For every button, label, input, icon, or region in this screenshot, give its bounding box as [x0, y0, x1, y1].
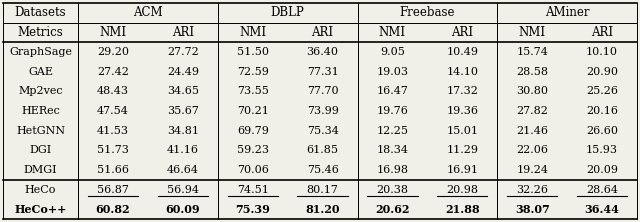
Text: 36.40: 36.40: [307, 47, 339, 57]
Text: 28.64: 28.64: [586, 184, 618, 194]
Text: 19.03: 19.03: [376, 67, 408, 77]
Text: GAE: GAE: [28, 67, 53, 77]
Text: 60.82: 60.82: [95, 204, 131, 215]
Text: Metrics: Metrics: [18, 26, 63, 39]
Text: HeCo++: HeCo++: [14, 204, 67, 215]
Text: 34.81: 34.81: [167, 126, 199, 136]
Text: 73.99: 73.99: [307, 106, 339, 116]
Text: 69.79: 69.79: [237, 126, 269, 136]
Text: 72.59: 72.59: [237, 67, 269, 77]
Text: 75.46: 75.46: [307, 165, 339, 175]
Text: 35.67: 35.67: [167, 106, 199, 116]
Text: 18.34: 18.34: [376, 145, 408, 155]
Text: 47.54: 47.54: [97, 106, 129, 116]
Text: 16.91: 16.91: [446, 165, 478, 175]
Text: 22.06: 22.06: [516, 145, 548, 155]
Text: 61.85: 61.85: [307, 145, 339, 155]
Text: 20.09: 20.09: [586, 165, 618, 175]
Text: 15.74: 15.74: [516, 47, 548, 57]
Text: GraphSage: GraphSage: [9, 47, 72, 57]
Text: 70.06: 70.06: [237, 165, 269, 175]
Text: 81.20: 81.20: [305, 204, 340, 215]
Text: 75.39: 75.39: [236, 204, 270, 215]
Text: 20.90: 20.90: [586, 67, 618, 77]
Text: 59.23: 59.23: [237, 145, 269, 155]
Text: HeCo: HeCo: [25, 184, 56, 194]
Text: 27.72: 27.72: [167, 47, 198, 57]
Text: 48.43: 48.43: [97, 86, 129, 96]
Text: 16.47: 16.47: [376, 86, 408, 96]
Text: 20.38: 20.38: [376, 184, 408, 194]
Text: 21.46: 21.46: [516, 126, 548, 136]
Text: 56.94: 56.94: [167, 184, 199, 194]
Text: 19.76: 19.76: [376, 106, 408, 116]
Text: 80.17: 80.17: [307, 184, 339, 194]
Text: 34.65: 34.65: [167, 86, 199, 96]
Text: DMGI: DMGI: [24, 165, 58, 175]
Text: AMiner: AMiner: [545, 6, 589, 19]
Text: ARI: ARI: [451, 26, 474, 39]
Text: 74.51: 74.51: [237, 184, 269, 194]
Text: 19.24: 19.24: [516, 165, 548, 175]
Text: 38.07: 38.07: [515, 204, 550, 215]
Text: 32.26: 32.26: [516, 184, 548, 194]
Text: 41.16: 41.16: [167, 145, 199, 155]
Text: DGI: DGI: [29, 145, 52, 155]
Text: 73.55: 73.55: [237, 86, 269, 96]
Text: DBLP: DBLP: [271, 6, 305, 19]
Text: ACM: ACM: [133, 6, 163, 19]
Text: 60.09: 60.09: [166, 204, 200, 215]
Text: 10.10: 10.10: [586, 47, 618, 57]
Text: NMI: NMI: [518, 26, 546, 39]
Text: 51.66: 51.66: [97, 165, 129, 175]
Text: 24.49: 24.49: [167, 67, 199, 77]
Text: NMI: NMI: [239, 26, 266, 39]
Text: Datasets: Datasets: [15, 6, 67, 19]
Text: 29.20: 29.20: [97, 47, 129, 57]
Text: 27.82: 27.82: [516, 106, 548, 116]
Text: HERec: HERec: [21, 106, 60, 116]
Text: 46.64: 46.64: [167, 165, 199, 175]
Text: 51.50: 51.50: [237, 47, 269, 57]
Text: 27.42: 27.42: [97, 67, 129, 77]
Text: 15.93: 15.93: [586, 145, 618, 155]
Text: 26.60: 26.60: [586, 126, 618, 136]
Text: 75.34: 75.34: [307, 126, 339, 136]
Text: Freebase: Freebase: [399, 6, 455, 19]
Text: 28.58: 28.58: [516, 67, 548, 77]
Text: NMI: NMI: [99, 26, 127, 39]
Text: 16.98: 16.98: [376, 165, 408, 175]
Text: 21.88: 21.88: [445, 204, 479, 215]
Text: 41.53: 41.53: [97, 126, 129, 136]
Text: 14.10: 14.10: [446, 67, 478, 77]
Text: 20.62: 20.62: [375, 204, 410, 215]
Text: 25.26: 25.26: [586, 86, 618, 96]
Text: Mp2vec: Mp2vec: [18, 86, 63, 96]
Text: 56.87: 56.87: [97, 184, 129, 194]
Text: 36.44: 36.44: [584, 204, 620, 215]
Text: 20.16: 20.16: [586, 106, 618, 116]
Text: 10.49: 10.49: [446, 47, 478, 57]
Text: 17.32: 17.32: [446, 86, 478, 96]
Text: 15.01: 15.01: [446, 126, 478, 136]
Text: ARI: ARI: [312, 26, 333, 39]
Text: 11.29: 11.29: [446, 145, 478, 155]
Text: 20.98: 20.98: [446, 184, 478, 194]
Text: 51.73: 51.73: [97, 145, 129, 155]
Text: NMI: NMI: [379, 26, 406, 39]
Text: HetGNN: HetGNN: [16, 126, 65, 136]
Text: 19.36: 19.36: [446, 106, 478, 116]
Text: 30.80: 30.80: [516, 86, 548, 96]
Text: 77.70: 77.70: [307, 86, 339, 96]
Text: ARI: ARI: [591, 26, 613, 39]
Text: 70.21: 70.21: [237, 106, 269, 116]
Text: 12.25: 12.25: [376, 126, 408, 136]
Text: ARI: ARI: [172, 26, 194, 39]
Text: 9.05: 9.05: [380, 47, 405, 57]
Text: 77.31: 77.31: [307, 67, 339, 77]
